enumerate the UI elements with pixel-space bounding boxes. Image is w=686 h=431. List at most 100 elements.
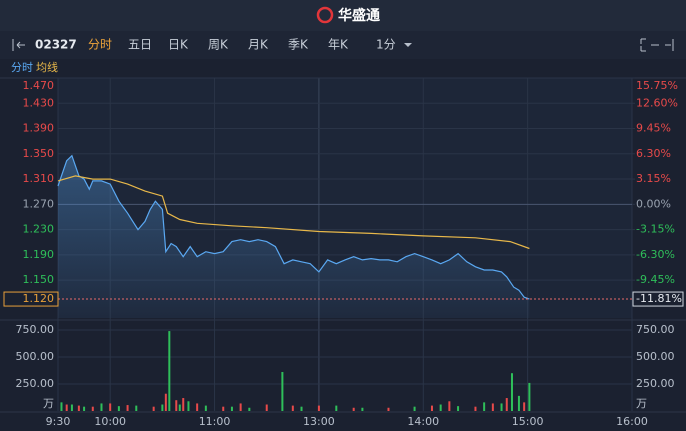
volume-bar — [187, 401, 190, 411]
volume-bar — [168, 331, 171, 411]
volume-tick-label: 500.00 — [16, 350, 55, 363]
x-tick-label: 14:00 — [407, 415, 439, 428]
y2-tick-label: 0.00% — [636, 197, 671, 210]
period-tab[interactable]: 分时 — [88, 38, 112, 52]
volume-tick-label: 500.00 — [636, 350, 675, 363]
back-icon[interactable] — [12, 39, 25, 51]
average-line — [57, 175, 530, 250]
volume-bar — [387, 407, 390, 411]
y2-tick-label: -9.45% — [636, 273, 675, 286]
period-tab[interactable]: 年K — [328, 38, 349, 52]
x-tick-label: 9:30 — [46, 415, 71, 428]
volume-bar — [300, 406, 303, 411]
volume-bar — [413, 406, 416, 411]
stock-code: 02327 — [35, 38, 77, 52]
volume-bar — [474, 406, 477, 411]
volume-bar — [91, 406, 94, 411]
volume-bar — [352, 407, 355, 411]
volume-bar — [161, 404, 164, 411]
y-tick-label: 1.350 — [23, 147, 55, 160]
volume-bar — [230, 406, 233, 411]
x-tick-label: 16:00 — [616, 415, 648, 428]
volume-bar — [175, 400, 178, 411]
volume-tick-label: 250.00 — [16, 377, 55, 390]
dropdown-arrow[interactable] — [404, 43, 412, 47]
expand-icon[interactable] — [640, 38, 659, 52]
volume-bar — [335, 405, 338, 411]
volume-bar — [265, 404, 268, 411]
x-tick-label: 11:00 — [199, 415, 231, 428]
price-line — [57, 154, 530, 300]
volume-bar — [70, 404, 73, 411]
volume-bar — [500, 403, 503, 411]
volume-tick-label: 750.00 — [16, 323, 55, 336]
volume-bar — [196, 403, 199, 411]
y2-tick-label: 6.30% — [636, 147, 671, 160]
y-tick-label: 1.270 — [23, 197, 55, 210]
y-tick-label: 1.390 — [23, 122, 55, 135]
volume-bar — [204, 405, 207, 411]
volume-bar — [517, 395, 520, 411]
volume-bar — [457, 406, 460, 411]
volume-bar — [126, 405, 129, 411]
y-tick-label: 1.470 — [23, 79, 55, 92]
volume-bar — [281, 372, 284, 411]
y2-tick-label: 15.75% — [636, 79, 678, 92]
volume-bar — [317, 405, 320, 411]
x-tick-label: 15:00 — [512, 415, 544, 428]
period-tab[interactable]: 季K — [288, 38, 309, 52]
volume-bar — [523, 402, 526, 411]
volume-bar — [528, 382, 531, 411]
volume-unit: 万 — [43, 397, 54, 410]
period-tab[interactable]: 日K — [168, 38, 189, 52]
volume-bar — [248, 407, 251, 411]
x-tick-label: 10:00 — [94, 415, 126, 428]
period-tab[interactable]: 周K — [208, 38, 229, 52]
volume-bar — [77, 405, 80, 411]
period-tab[interactable]: 五日 — [128, 38, 152, 52]
volume-bar — [109, 403, 112, 411]
volume-bar — [100, 403, 103, 411]
volume-bar — [491, 403, 494, 411]
last-change-box — [632, 291, 684, 307]
volume-bar — [510, 373, 513, 411]
y2-tick-label: -3.15% — [636, 223, 675, 236]
volume-bar — [135, 405, 138, 411]
y-tick-label: 1.430 — [23, 96, 55, 109]
y2-tick-label: 9.45% — [636, 122, 671, 135]
volume-bar — [239, 403, 242, 411]
volume-bar — [178, 404, 181, 411]
volume-unit: 万 — [636, 397, 647, 410]
volume-bar — [60, 402, 63, 411]
y-tick-label: 1.230 — [23, 223, 55, 236]
volume-bar — [222, 406, 225, 411]
volume-bar — [361, 407, 364, 411]
legend-price: 分时 — [11, 61, 33, 74]
x-tick-label: 13:00 — [303, 415, 335, 428]
y-tick-label: 1.150 — [23, 273, 55, 286]
volume-bar — [182, 398, 185, 411]
brand: 华盛通 — [338, 7, 380, 24]
y2-tick-label: -6.30% — [636, 248, 675, 261]
volume-tick-label: 250.00 — [636, 377, 675, 390]
toolbar — [0, 31, 686, 59]
y2-tick-label: 12.60% — [636, 96, 678, 109]
volume-tick-label: 750.00 — [636, 323, 675, 336]
period-tab[interactable]: 月K — [248, 38, 269, 52]
y-tick-label: 1.310 — [23, 172, 55, 185]
y-tick-label: 1.190 — [23, 248, 55, 261]
volume-bar — [164, 393, 167, 411]
last-price-label: 1.120 — [23, 292, 55, 305]
volume-bar — [152, 406, 155, 411]
volume-bar — [505, 398, 508, 411]
interval-select[interactable]: 1分 — [376, 38, 396, 52]
volume-bar — [430, 405, 433, 411]
forward-icon[interactable] — [665, 39, 674, 51]
legend-average: 均线 — [36, 60, 58, 74]
volume-bar — [483, 402, 486, 411]
volume-bar — [83, 406, 86, 411]
volume-bar — [291, 405, 294, 411]
y2-tick-label: 3.15% — [636, 172, 671, 185]
last-price-box — [3, 291, 59, 307]
